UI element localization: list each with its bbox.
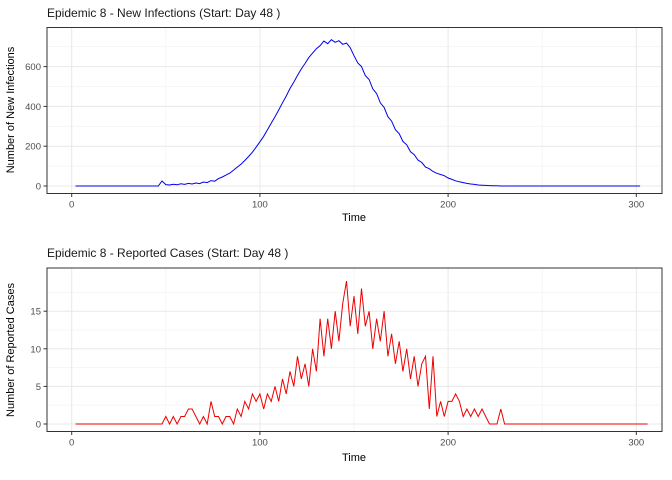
y-axis-title: Number of Reported Cases: [5, 283, 17, 417]
y-tick-label: 200: [25, 142, 41, 153]
figure-reported-cases: 0 100 200 300 0 5 10 15 Epidemic 8 - Reported C…: [0, 240, 672, 480]
chart-title: Epidemic 8 - New Infections (Start: Day …: [47, 6, 281, 20]
x-axis-title: Time: [341, 212, 367, 224]
x-tick-label: 300: [628, 438, 644, 449]
chart-title: Epidemic 8 - Reported Cases (Start: Day …: [47, 246, 289, 260]
panel-border: [46, 267, 663, 432]
y-axis-title: Number of New Infections: [5, 46, 17, 174]
figure-new-infections: 0 100 200 300 0 200 400 600 Epidemic 8 - New In…: [5, 6, 663, 224]
plot-panel-new-infections: 0 100 200 300 0 200 400 600: [25, 27, 663, 211]
data-series-line: [75, 39, 641, 187]
x-tick-label: 0: [69, 200, 74, 211]
x-tick-label: 100: [252, 200, 268, 211]
y-tick-label: 15: [30, 307, 41, 318]
panel-border: [46, 27, 663, 194]
y-tick-label: 600: [25, 62, 41, 73]
x-axis-title: Time: [341, 452, 367, 464]
plot-panel-reported-cases: 0 100 200 300 0 5 10 15: [30, 267, 663, 449]
x-tick-label: 200: [440, 200, 456, 211]
x-tick-label: 300: [628, 200, 644, 211]
panel-background: [47, 268, 662, 432]
x-tick-label: 200: [440, 438, 456, 449]
y-tick-label: 5: [36, 382, 41, 393]
y-tick-label: 0: [36, 420, 41, 431]
y-tick-label: 0: [36, 182, 41, 193]
x-tick-label: 0: [69, 438, 74, 449]
y-tick-label: 400: [25, 102, 41, 113]
panel-background: [47, 27, 662, 194]
x-tick-label: 100: [252, 438, 268, 449]
y-tick-label: 10: [30, 344, 41, 355]
data-series-line: [75, 281, 648, 426]
